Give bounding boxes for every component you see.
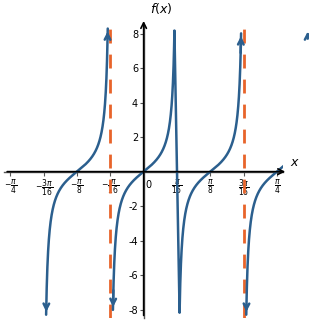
- Text: $f(x)$: $f(x)$: [150, 1, 173, 16]
- Text: $x$: $x$: [290, 156, 299, 169]
- Text: 0: 0: [145, 180, 151, 190]
